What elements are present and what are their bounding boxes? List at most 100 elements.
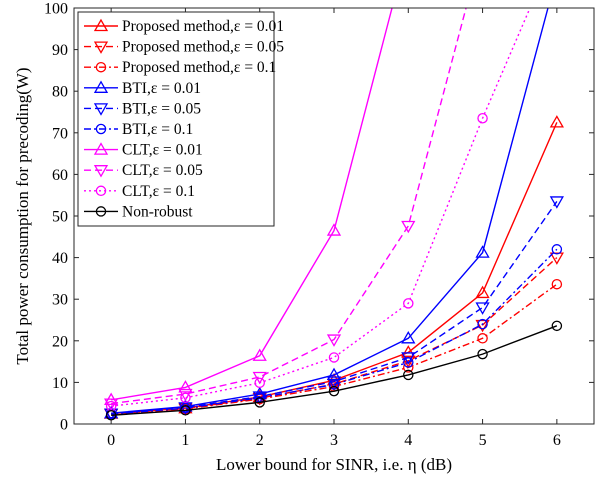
data-point <box>477 333 488 344</box>
legend-label: CLT,ε = 0.01 <box>122 142 203 159</box>
data-point <box>477 318 488 330</box>
data-point <box>401 220 416 234</box>
data-point <box>180 392 191 404</box>
series-layer <box>104 8 564 422</box>
legend-item: CLT,ε = 0.01 <box>84 142 203 159</box>
data-point <box>328 379 340 390</box>
data-point <box>326 334 342 347</box>
data-point <box>252 348 267 361</box>
legend-item: CLT,ε = 0.05 <box>84 162 203 179</box>
data-point <box>475 245 490 258</box>
x-axis-label: Lower bound for SINR, i.e. η (dB) <box>216 455 452 474</box>
legend-item: BTI,ε = 0.1 <box>84 121 193 138</box>
legend-marker <box>93 80 109 93</box>
y-tick-label: 10 <box>52 375 68 392</box>
x-tick-label: 6 <box>553 432 561 449</box>
data-point <box>252 371 267 385</box>
data-point <box>178 399 193 412</box>
legend-item: CLT,ε = 0.1 <box>84 183 195 200</box>
legend-item: Proposed method,ε = 0.1 <box>84 59 276 76</box>
legend-label: BTI,ε = 0.01 <box>122 80 201 97</box>
data-point <box>403 357 414 368</box>
y-axis-label: Total power consumption for precoding(W) <box>13 67 32 364</box>
legend-item: Proposed method,ε = 0.05 <box>84 39 284 56</box>
y-tick-label: 50 <box>52 209 68 226</box>
series-line <box>111 248 558 415</box>
legend-label: CLT,ε = 0.1 <box>122 183 195 200</box>
data-point <box>475 285 490 299</box>
legend-label: Proposed method,ε = 0.05 <box>122 39 284 56</box>
data-point <box>403 298 414 309</box>
data-point <box>551 244 563 255</box>
data-point <box>328 352 340 363</box>
data-point <box>180 405 191 416</box>
x-tick-label: 4 <box>404 432 412 449</box>
data-point <box>328 385 340 397</box>
data-point <box>477 348 488 360</box>
legend: Proposed method,ε = 0.01 Proposed method,… <box>77 11 284 227</box>
data-point <box>477 112 488 124</box>
series-line <box>111 201 558 415</box>
legend-label: BTI,ε = 0.05 <box>122 100 201 117</box>
series-10 <box>105 320 563 421</box>
y-tick-label: 30 <box>52 292 68 309</box>
legend-label: Non-robust <box>122 203 193 220</box>
legend-marker <box>93 103 109 116</box>
legend-marker <box>93 142 109 155</box>
data-point <box>104 405 119 419</box>
legend-marker <box>93 18 109 32</box>
data-point <box>475 319 490 333</box>
data-point <box>403 369 414 381</box>
data-point <box>104 398 119 411</box>
legend-label: Proposed method,ε = 0.1 <box>122 59 276 76</box>
legend-marker <box>95 206 107 217</box>
legend-label: Proposed method,ε = 0.01 <box>122 18 284 35</box>
y-tick-label: 70 <box>52 125 68 142</box>
y-tick-label: 100 <box>44 1 68 18</box>
x-tick-label: 3 <box>330 432 338 449</box>
series-line <box>111 283 558 416</box>
data-point <box>178 380 193 393</box>
data-point <box>475 302 490 315</box>
y-tick-label: 60 <box>52 167 68 184</box>
series-line <box>111 8 531 407</box>
series-9 <box>105 8 531 412</box>
x-tick-label: 2 <box>256 432 264 449</box>
y-tick-label: 0 <box>60 417 68 434</box>
data-point <box>551 320 563 332</box>
y-tick-label: 90 <box>52 42 68 59</box>
legend-item: BTI,ε = 0.01 <box>84 80 201 97</box>
legend-label: CLT,ε = 0.05 <box>122 162 203 179</box>
series-line <box>111 325 558 416</box>
y-tick-label: 80 <box>52 84 68 101</box>
legend-marker <box>95 123 107 135</box>
series-4 <box>104 8 549 419</box>
series-line <box>111 8 549 414</box>
data-point <box>326 376 342 389</box>
legend-item: BTI,ε = 0.05 <box>84 100 201 117</box>
y-tick-label: 20 <box>52 333 68 350</box>
series-line <box>111 8 393 401</box>
x-tick-label: 0 <box>107 432 115 449</box>
series-line <box>111 8 467 405</box>
legend-marker <box>93 41 109 54</box>
legend-label: BTI,ε = 0.1 <box>122 121 193 138</box>
data-point <box>549 196 564 209</box>
data-point <box>551 278 563 290</box>
data-point <box>549 252 564 265</box>
legend-item: Non-robust <box>84 203 193 220</box>
x-tick-label: 1 <box>181 432 189 449</box>
legend-marker <box>95 185 107 197</box>
data-point <box>326 223 342 236</box>
y-tick-label: 40 <box>52 250 68 267</box>
data-point <box>254 377 265 389</box>
data-point <box>254 397 265 408</box>
data-point <box>252 386 267 400</box>
legend-marker <box>95 61 107 73</box>
data-point <box>549 115 564 128</box>
x-tick-label: 5 <box>479 432 487 449</box>
data-point <box>401 330 416 344</box>
legend-marker <box>93 165 109 178</box>
